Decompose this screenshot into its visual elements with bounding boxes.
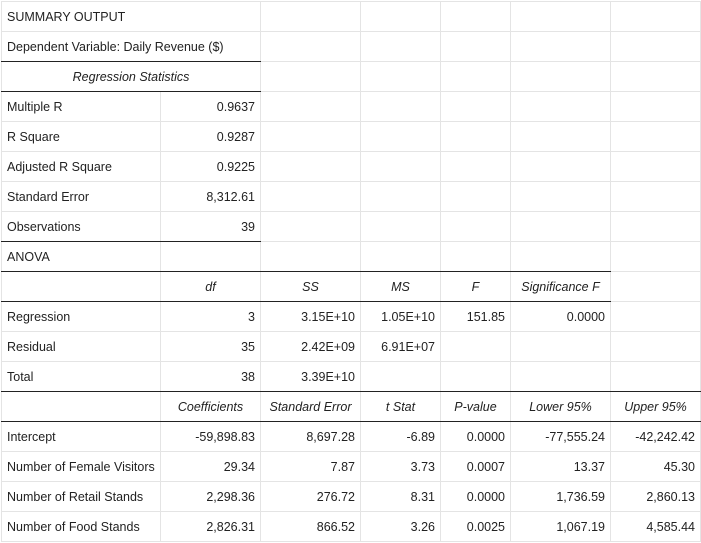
coef-standard-error[interactable]: 8,697.28 (260, 421, 361, 452)
coef-p-value[interactable]: 0.0000 (440, 421, 511, 452)
coef-label[interactable]: Intercept (1, 421, 161, 452)
regression-statistics-header[interactable]: Regression Statistics (1, 61, 261, 92)
anova-significance-f[interactable] (510, 361, 611, 392)
anova-df[interactable]: 35 (160, 331, 261, 362)
anova-label-row: ANOVA (1, 241, 701, 272)
anova-f[interactable] (440, 331, 511, 362)
coef-value[interactable]: -59,898.83 (160, 421, 261, 452)
stat-label[interactable]: Standard Error (1, 181, 161, 212)
anova-header-row: df SS MS F Significance F (1, 271, 701, 302)
dependent-variable-row: Dependent Variable: Daily Revenue ($) (1, 31, 701, 62)
coef-p-value[interactable]: 0.0000 (440, 481, 511, 512)
coef-upper-95[interactable]: 45.30 (610, 451, 701, 482)
anova-f[interactable]: 151.85 (440, 301, 511, 332)
title-row: SUMMARY OUTPUT (1, 1, 701, 32)
coef-upper-95[interactable]: -42,242.42 (610, 421, 701, 452)
anova-row-label[interactable]: Regression (1, 301, 161, 332)
coefficient-row: Number of Retail Stands 2,298.36 276.72 … (1, 481, 701, 512)
coef-header-lower-95[interactable]: Lower 95% (510, 391, 611, 422)
coef-standard-error[interactable]: 866.52 (260, 511, 361, 542)
coef-header-upper-95[interactable]: Upper 95% (610, 391, 701, 422)
anova-header-f[interactable]: F (440, 271, 511, 302)
stat-row: Observations 39 (1, 211, 701, 242)
stat-label[interactable]: Observations (1, 211, 161, 242)
coef-t-stat[interactable]: 3.26 (360, 511, 441, 542)
anova-ss[interactable]: 3.15E+10 (260, 301, 361, 332)
coefficients-header-row: Coefficients Standard Error t Stat P-val… (1, 391, 701, 422)
anova-f[interactable] (440, 361, 511, 392)
anova-header-significance-f[interactable]: Significance F (510, 271, 611, 302)
stat-row: Standard Error 8,312.61 (1, 181, 701, 212)
stat-value[interactable]: 0.9225 (160, 151, 261, 182)
anova-row: Total 38 3.39E+10 (1, 361, 701, 392)
anova-header-ss[interactable]: SS (260, 271, 361, 302)
coef-value[interactable]: 29.34 (160, 451, 261, 482)
anova-df[interactable]: 38 (160, 361, 261, 392)
coef-value[interactable]: 2,826.31 (160, 511, 261, 542)
summary-title[interactable]: SUMMARY OUTPUT (1, 1, 261, 32)
coef-upper-95[interactable]: 4,585.44 (610, 511, 701, 542)
stat-value[interactable]: 8,312.61 (160, 181, 261, 212)
coef-t-stat[interactable]: -6.89 (360, 421, 441, 452)
anova-ms[interactable]: 1.05E+10 (360, 301, 441, 332)
coef-label[interactable]: Number of Retail Stands (1, 481, 161, 512)
coef-p-value[interactable]: 0.0025 (440, 511, 511, 542)
coef-value[interactable]: 2,298.36 (160, 481, 261, 512)
anova-df[interactable]: 3 (160, 301, 261, 332)
coef-header-t-stat[interactable]: t Stat (360, 391, 441, 422)
stat-value[interactable]: 39 (160, 211, 261, 242)
coef-header-coefficients[interactable]: Coefficients (160, 391, 261, 422)
stat-row: Adjusted R Square 0.9225 (1, 151, 701, 182)
regression-statistics-header-row: Regression Statistics (1, 61, 701, 92)
coef-upper-95[interactable]: 2,860.13 (610, 481, 701, 512)
anova-row-label[interactable]: Residual (1, 331, 161, 362)
coefficient-row: Intercept -59,898.83 8,697.28 -6.89 0.00… (1, 421, 701, 452)
stat-label[interactable]: Adjusted R Square (1, 151, 161, 182)
stat-row: R Square 0.9287 (1, 121, 701, 152)
coefficient-row: Number of Female Visitors 29.34 7.87 3.7… (1, 451, 701, 482)
coef-lower-95[interactable]: 1,736.59 (510, 481, 611, 512)
anova-significance-f[interactable]: 0.0000 (510, 301, 611, 332)
coef-header-standard-error[interactable]: Standard Error (260, 391, 361, 422)
coef-standard-error[interactable]: 276.72 (260, 481, 361, 512)
anova-ms[interactable] (360, 361, 441, 392)
anova-row-label[interactable]: Total (1, 361, 161, 392)
anova-ms[interactable]: 6.91E+07 (360, 331, 441, 362)
coef-label[interactable]: Number of Food Stands (1, 511, 161, 542)
coef-t-stat[interactable]: 3.73 (360, 451, 441, 482)
coef-p-value[interactable]: 0.0007 (440, 451, 511, 482)
anova-ss[interactable]: 2.42E+09 (260, 331, 361, 362)
coef-lower-95[interactable]: 13.37 (510, 451, 611, 482)
stat-label[interactable]: Multiple R (1, 91, 161, 122)
coef-t-stat[interactable]: 8.31 (360, 481, 441, 512)
coef-label[interactable]: Number of Female Visitors (1, 451, 161, 482)
stat-row: Multiple R 0.9637 (1, 91, 701, 122)
anova-header-df[interactable]: df (160, 271, 261, 302)
anova-row: Regression 3 3.15E+10 1.05E+10 151.85 0.… (1, 301, 701, 332)
coef-lower-95[interactable]: -77,555.24 (510, 421, 611, 452)
coef-header-p-value[interactable]: P-value (440, 391, 511, 422)
coef-standard-error[interactable]: 7.87 (260, 451, 361, 482)
anova-ss[interactable]: 3.39E+10 (260, 361, 361, 392)
anova-row: Residual 35 2.42E+09 6.91E+07 (1, 331, 701, 362)
dependent-variable-label[interactable]: Dependent Variable: Daily Revenue ($) (1, 31, 261, 62)
coefficient-row: Number of Food Stands 2,826.31 866.52 3.… (1, 511, 701, 542)
stat-value[interactable]: 0.9287 (160, 121, 261, 152)
coef-lower-95[interactable]: 1,067.19 (510, 511, 611, 542)
anova-header-ms[interactable]: MS (360, 271, 441, 302)
anova-label[interactable]: ANOVA (1, 241, 161, 272)
stat-value[interactable]: 0.9637 (160, 91, 261, 122)
stat-label[interactable]: R Square (1, 121, 161, 152)
anova-significance-f[interactable] (510, 331, 611, 362)
